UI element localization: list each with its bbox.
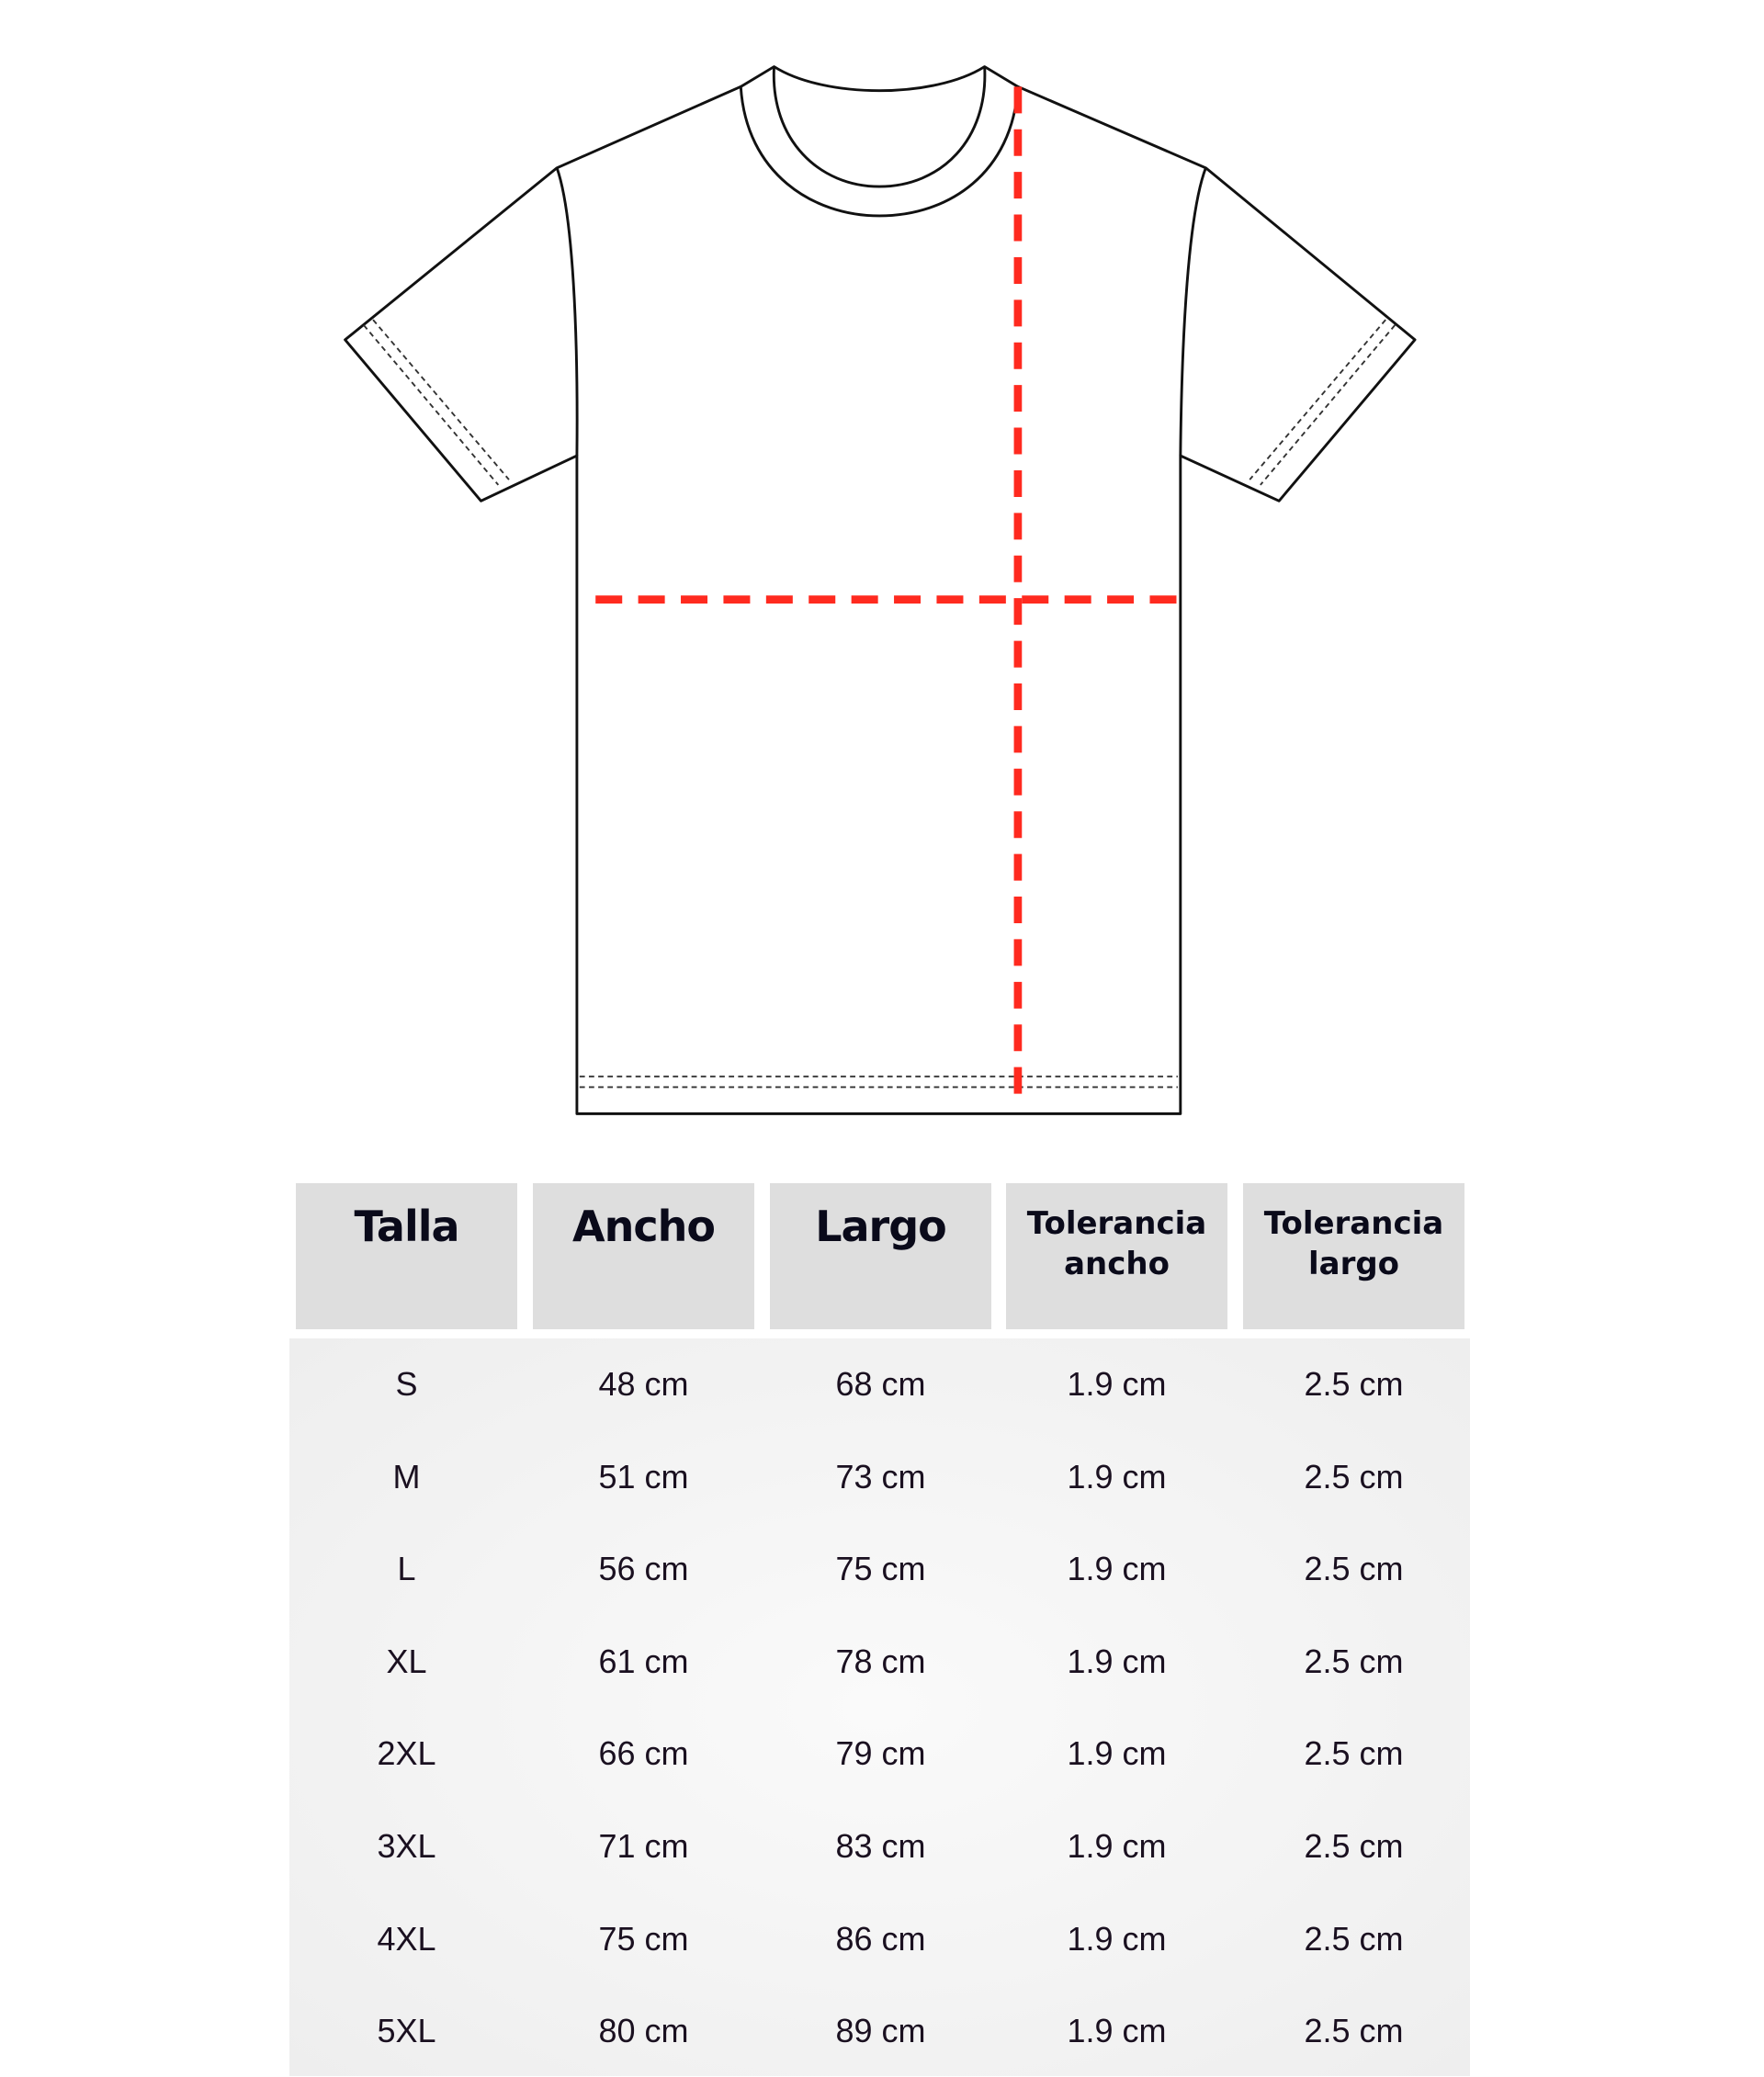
table-cell: 1.9 cm [1067,1457,1167,1496]
table-cell: 2.5 cm [1304,1919,1404,1958]
table-cell: 2.5 cm [1304,1642,1404,1680]
table-cell: 1.9 cm [1067,1734,1167,1773]
header-line2: largo [1307,1246,1400,1282]
shirt-outline [344,85,1417,1115]
table-row: S 48 cm 68 cm 1.9 cm 2.5 cm [289,1338,1470,1430]
table-cell: XL [386,1642,427,1680]
table-cell: 61 cm [598,1642,689,1680]
table-cell: 2.5 cm [1304,2012,1404,2050]
table-cell: 73 cm [835,1457,926,1496]
header-line1: Talla [354,1202,459,1251]
table-cell: 1.9 cm [1067,2012,1167,2050]
header-line2: ancho [1064,1246,1170,1282]
collar-outer [739,65,1020,218]
column-header: Tolerancia ancho [1006,1183,1227,1329]
table-cell: 1.9 cm [1067,1919,1167,1958]
table-cell: 1.9 cm [1067,1642,1167,1680]
header-line1: Tolerancia [1263,1205,1444,1242]
table-cell: 56 cm [598,1550,689,1588]
table-cell: 4XL [377,1919,436,1958]
header-line1: Ancho [572,1202,716,1251]
table-cell: 2.5 cm [1304,1827,1404,1865]
table-body: S 48 cm 68 cm 1.9 cm 2.5 cm M 51 cm 73 cm 1.9 cm… [289,1338,1470,2076]
table-cell: 3XL [377,1827,436,1865]
column-header: Talla [296,1183,517,1329]
table-cell: 80 cm [598,2012,689,2050]
table-row: XL 61 cm 78 cm 1.9 cm 2.5 cm [289,1616,1470,1708]
table-cell: 2XL [377,1734,436,1773]
header-line1: Largo [815,1202,947,1251]
table-cell: 1.9 cm [1067,1550,1167,1588]
table-cell: 2.5 cm [1304,1457,1404,1496]
table-cell: 71 cm [598,1827,689,1865]
table-cell: 2.5 cm [1304,1365,1404,1403]
table-cell: 5XL [377,2012,436,2050]
column-header: Largo [770,1183,991,1329]
table-cell: M [392,1457,421,1496]
table-cell: 2.5 cm [1304,1550,1404,1588]
table-cell: 2.5 cm [1304,1734,1404,1773]
table-cell: 75 cm [598,1919,689,1958]
table-row: 5XL 80 cm 89 cm 1.9 cm 2.5 cm [289,1985,1470,2077]
table-cell: 48 cm [598,1365,689,1403]
table-row: M 51 cm 73 cm 1.9 cm 2.5 cm [289,1431,1470,1523]
table-row: L 56 cm 75 cm 1.9 cm 2.5 cm [289,1523,1470,1615]
column-header: Ancho [533,1183,754,1329]
table-cell: 68 cm [835,1365,926,1403]
tshirt-diagram [344,65,1417,1115]
left-armhole-seam [555,167,579,457]
table-row: 4XL 75 cm 86 cm 1.9 cm 2.5 cm [289,1893,1470,1985]
right-armhole-seam [1179,167,1207,457]
table-cell: 66 cm [598,1734,689,1773]
table-cell: 83 cm [835,1827,926,1865]
table-row: 2XL 66 cm 79 cm 1.9 cm 2.5 cm [289,1708,1470,1800]
table-cell: 1.9 cm [1067,1827,1167,1865]
table-cell: 86 cm [835,1919,926,1958]
table-cell: L [397,1550,416,1588]
column-header: Tolerancia largo [1243,1183,1464,1329]
left-sleeve-hem-stitch [363,319,510,486]
table-cell: 78 cm [835,1642,926,1680]
table-cell: 51 cm [598,1457,689,1496]
bottom-hem-stitch [579,1075,1178,1089]
table-cell: S [395,1365,418,1403]
table-cell: 1.9 cm [1067,1365,1167,1403]
table-cell: 75 cm [835,1550,926,1588]
table-row: 3XL 71 cm 83 cm 1.9 cm 2.5 cm [289,1800,1470,1892]
header-line1: Tolerancia [1026,1205,1207,1242]
table-cell: 89 cm [835,2012,926,2050]
right-sleeve-hem-stitch [1249,319,1396,486]
table-cell: 79 cm [835,1734,926,1773]
neckline-inner [772,66,987,188]
